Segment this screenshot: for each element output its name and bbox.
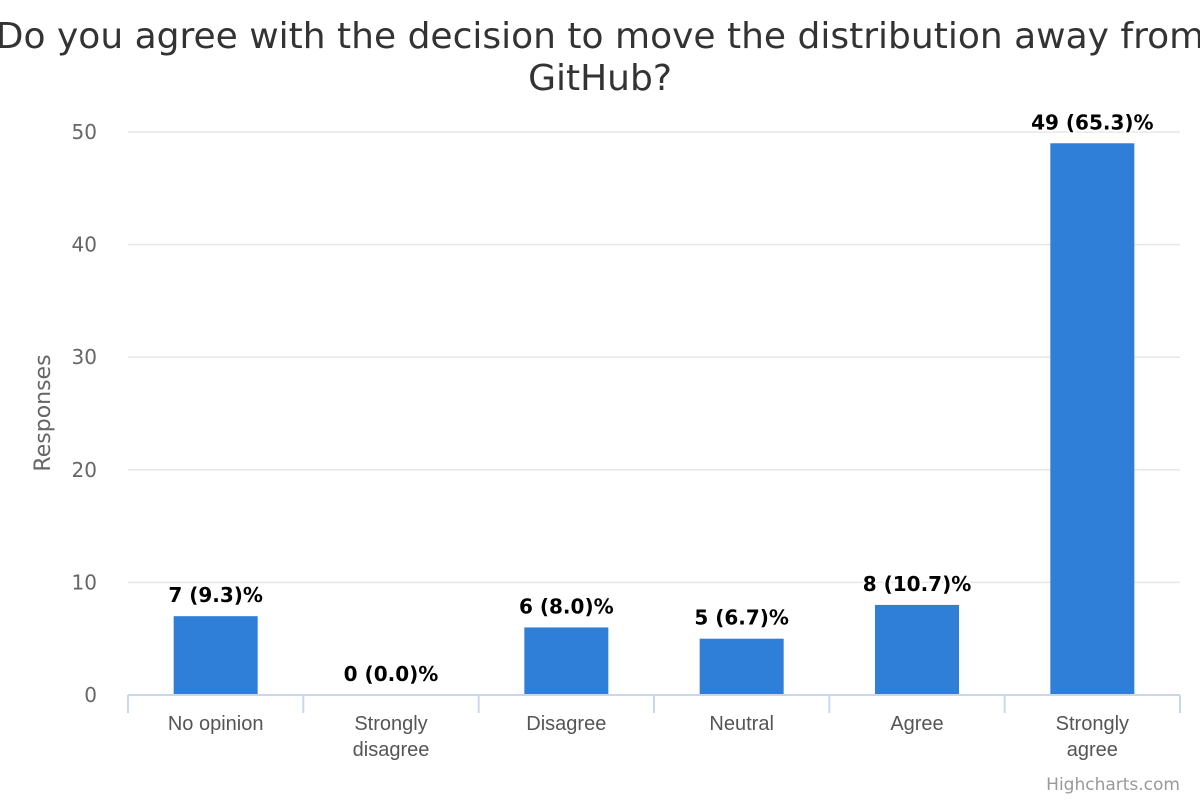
data-label: 0 (0.0)% bbox=[344, 662, 439, 686]
credits-link[interactable]: Highcharts.com bbox=[1046, 775, 1180, 795]
y-tick-label: 0 bbox=[84, 683, 97, 707]
bar[interactable] bbox=[173, 616, 258, 695]
data-label: 6 (8.0)% bbox=[519, 594, 614, 618]
data-label: 49 (65.3)% bbox=[1031, 110, 1153, 134]
data-label: 5 (6.7)% bbox=[694, 606, 789, 630]
data-labels: 7 (9.3)% 0 (0.0)% 6 (8.0)% 5 (6.7)% 8 (10.7)… bbox=[166, 108, 1155, 688]
bar[interactable] bbox=[875, 604, 959, 695]
bar[interactable] bbox=[524, 627, 609, 695]
gridlines bbox=[128, 131, 1180, 584]
data-label: 7 (9.3)% bbox=[168, 583, 263, 607]
bar[interactable] bbox=[699, 638, 784, 695]
x-tick-label: Neutral bbox=[709, 713, 773, 735]
y-tick-label: 30 bbox=[72, 345, 97, 369]
x-tick-label: No opinion bbox=[168, 713, 264, 735]
x-tick-label: Strongly agree bbox=[1056, 713, 1129, 761]
x-tick-label: Agree bbox=[890, 713, 943, 735]
y-axis-title: Responses bbox=[31, 354, 56, 471]
chart-title: Do you agree with the decision to move t… bbox=[0, 16, 1200, 99]
chart-title-line: Do you agree with the decision to move t… bbox=[0, 16, 1200, 57]
y-tick-label: 10 bbox=[72, 570, 97, 594]
data-label: 8 (10.7)% bbox=[863, 572, 972, 596]
bars bbox=[173, 143, 1135, 695]
y-tick-label: 50 bbox=[72, 120, 97, 144]
chart-title-line: GitHub? bbox=[528, 58, 672, 99]
x-tick-label: Strongly disagree bbox=[353, 713, 430, 761]
y-tick-label: 40 bbox=[72, 233, 97, 257]
axes: 0 10 20 30 40 50 No opinion Strongly disagree Dis… bbox=[72, 120, 1181, 761]
bar[interactable] bbox=[1050, 143, 1135, 695]
y-tick-label: 20 bbox=[72, 458, 97, 482]
x-tick-label: Disagree bbox=[526, 713, 606, 735]
